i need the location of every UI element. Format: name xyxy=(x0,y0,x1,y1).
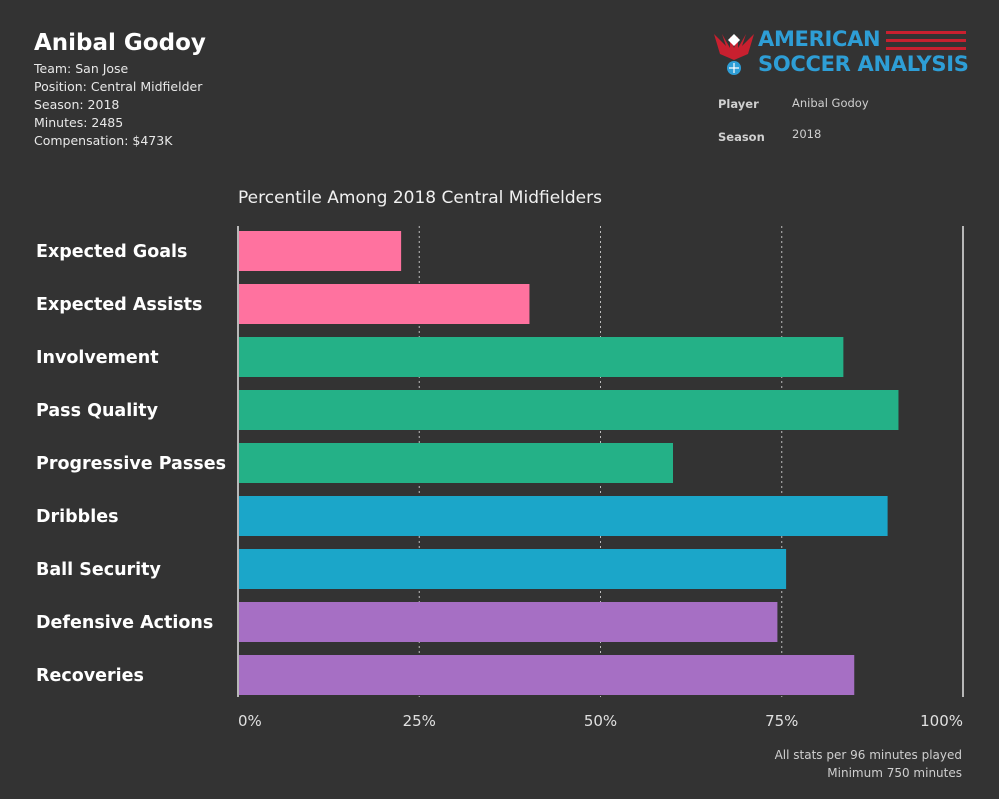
bar-defensive-actions[interactable] xyxy=(239,602,778,642)
category-label: Ball Security xyxy=(36,560,162,580)
chart-title: Percentile Among 2018 Central Midfielder… xyxy=(238,188,602,208)
category-label: Expected Assists xyxy=(36,295,202,315)
filter-label-player: Player xyxy=(718,97,759,111)
bar-dribbles[interactable] xyxy=(239,496,888,536)
x-tick-label: 25% xyxy=(403,712,436,730)
filter-value-season[interactable]: 2018 xyxy=(792,127,822,141)
x-tick-label: 100% xyxy=(920,712,963,730)
position-info: Position: Central Midfielder xyxy=(34,79,203,94)
x-tick-label: 0% xyxy=(238,712,262,730)
category-label: Defensive Actions xyxy=(36,613,213,633)
bar-involvement[interactable] xyxy=(239,337,844,377)
bar-recoveries[interactable] xyxy=(239,655,855,695)
eagle-emblem-icon xyxy=(714,34,754,75)
logo-text-american: AMERICAN xyxy=(758,27,881,51)
bar-expected-assists[interactable] xyxy=(239,284,530,324)
x-tick-label: 50% xyxy=(584,712,617,730)
filter-value-player[interactable]: Anibal Godoy xyxy=(792,96,869,110)
category-label: Expected Goals xyxy=(36,242,187,262)
compensation-info: Compensation: $473K xyxy=(34,133,173,148)
asa-logo: AMERICAN SOCCER ANALYSIS xyxy=(712,26,972,82)
footnote-minimum: Minimum 750 minutes xyxy=(827,766,962,780)
x-tick-label: 75% xyxy=(765,712,798,730)
minutes-info: Minutes: 2485 xyxy=(34,115,124,130)
filter-label-season: Season xyxy=(718,130,765,144)
footnote-per96: All stats per 96 minutes played xyxy=(774,748,962,762)
category-label: Progressive Passes xyxy=(36,454,226,474)
category-label: Involvement xyxy=(36,348,159,368)
bar-progressive-passes[interactable] xyxy=(239,443,673,483)
bar-pass-quality[interactable] xyxy=(239,390,899,430)
category-label: Pass Quality xyxy=(36,401,159,421)
season-info: Season: 2018 xyxy=(34,97,120,112)
category-label: Recoveries xyxy=(36,666,144,686)
bar-expected-goals[interactable] xyxy=(239,231,402,271)
team-info: Team: San Jose xyxy=(34,61,129,76)
logo-text-soccer-analysis: SOCCER ANALYSIS xyxy=(758,52,969,76)
bar-ball-security[interactable] xyxy=(239,549,787,589)
player-name: Anibal Godoy xyxy=(34,30,206,56)
flag-stripes-icon xyxy=(886,31,966,50)
category-label: Dribbles xyxy=(36,507,119,527)
